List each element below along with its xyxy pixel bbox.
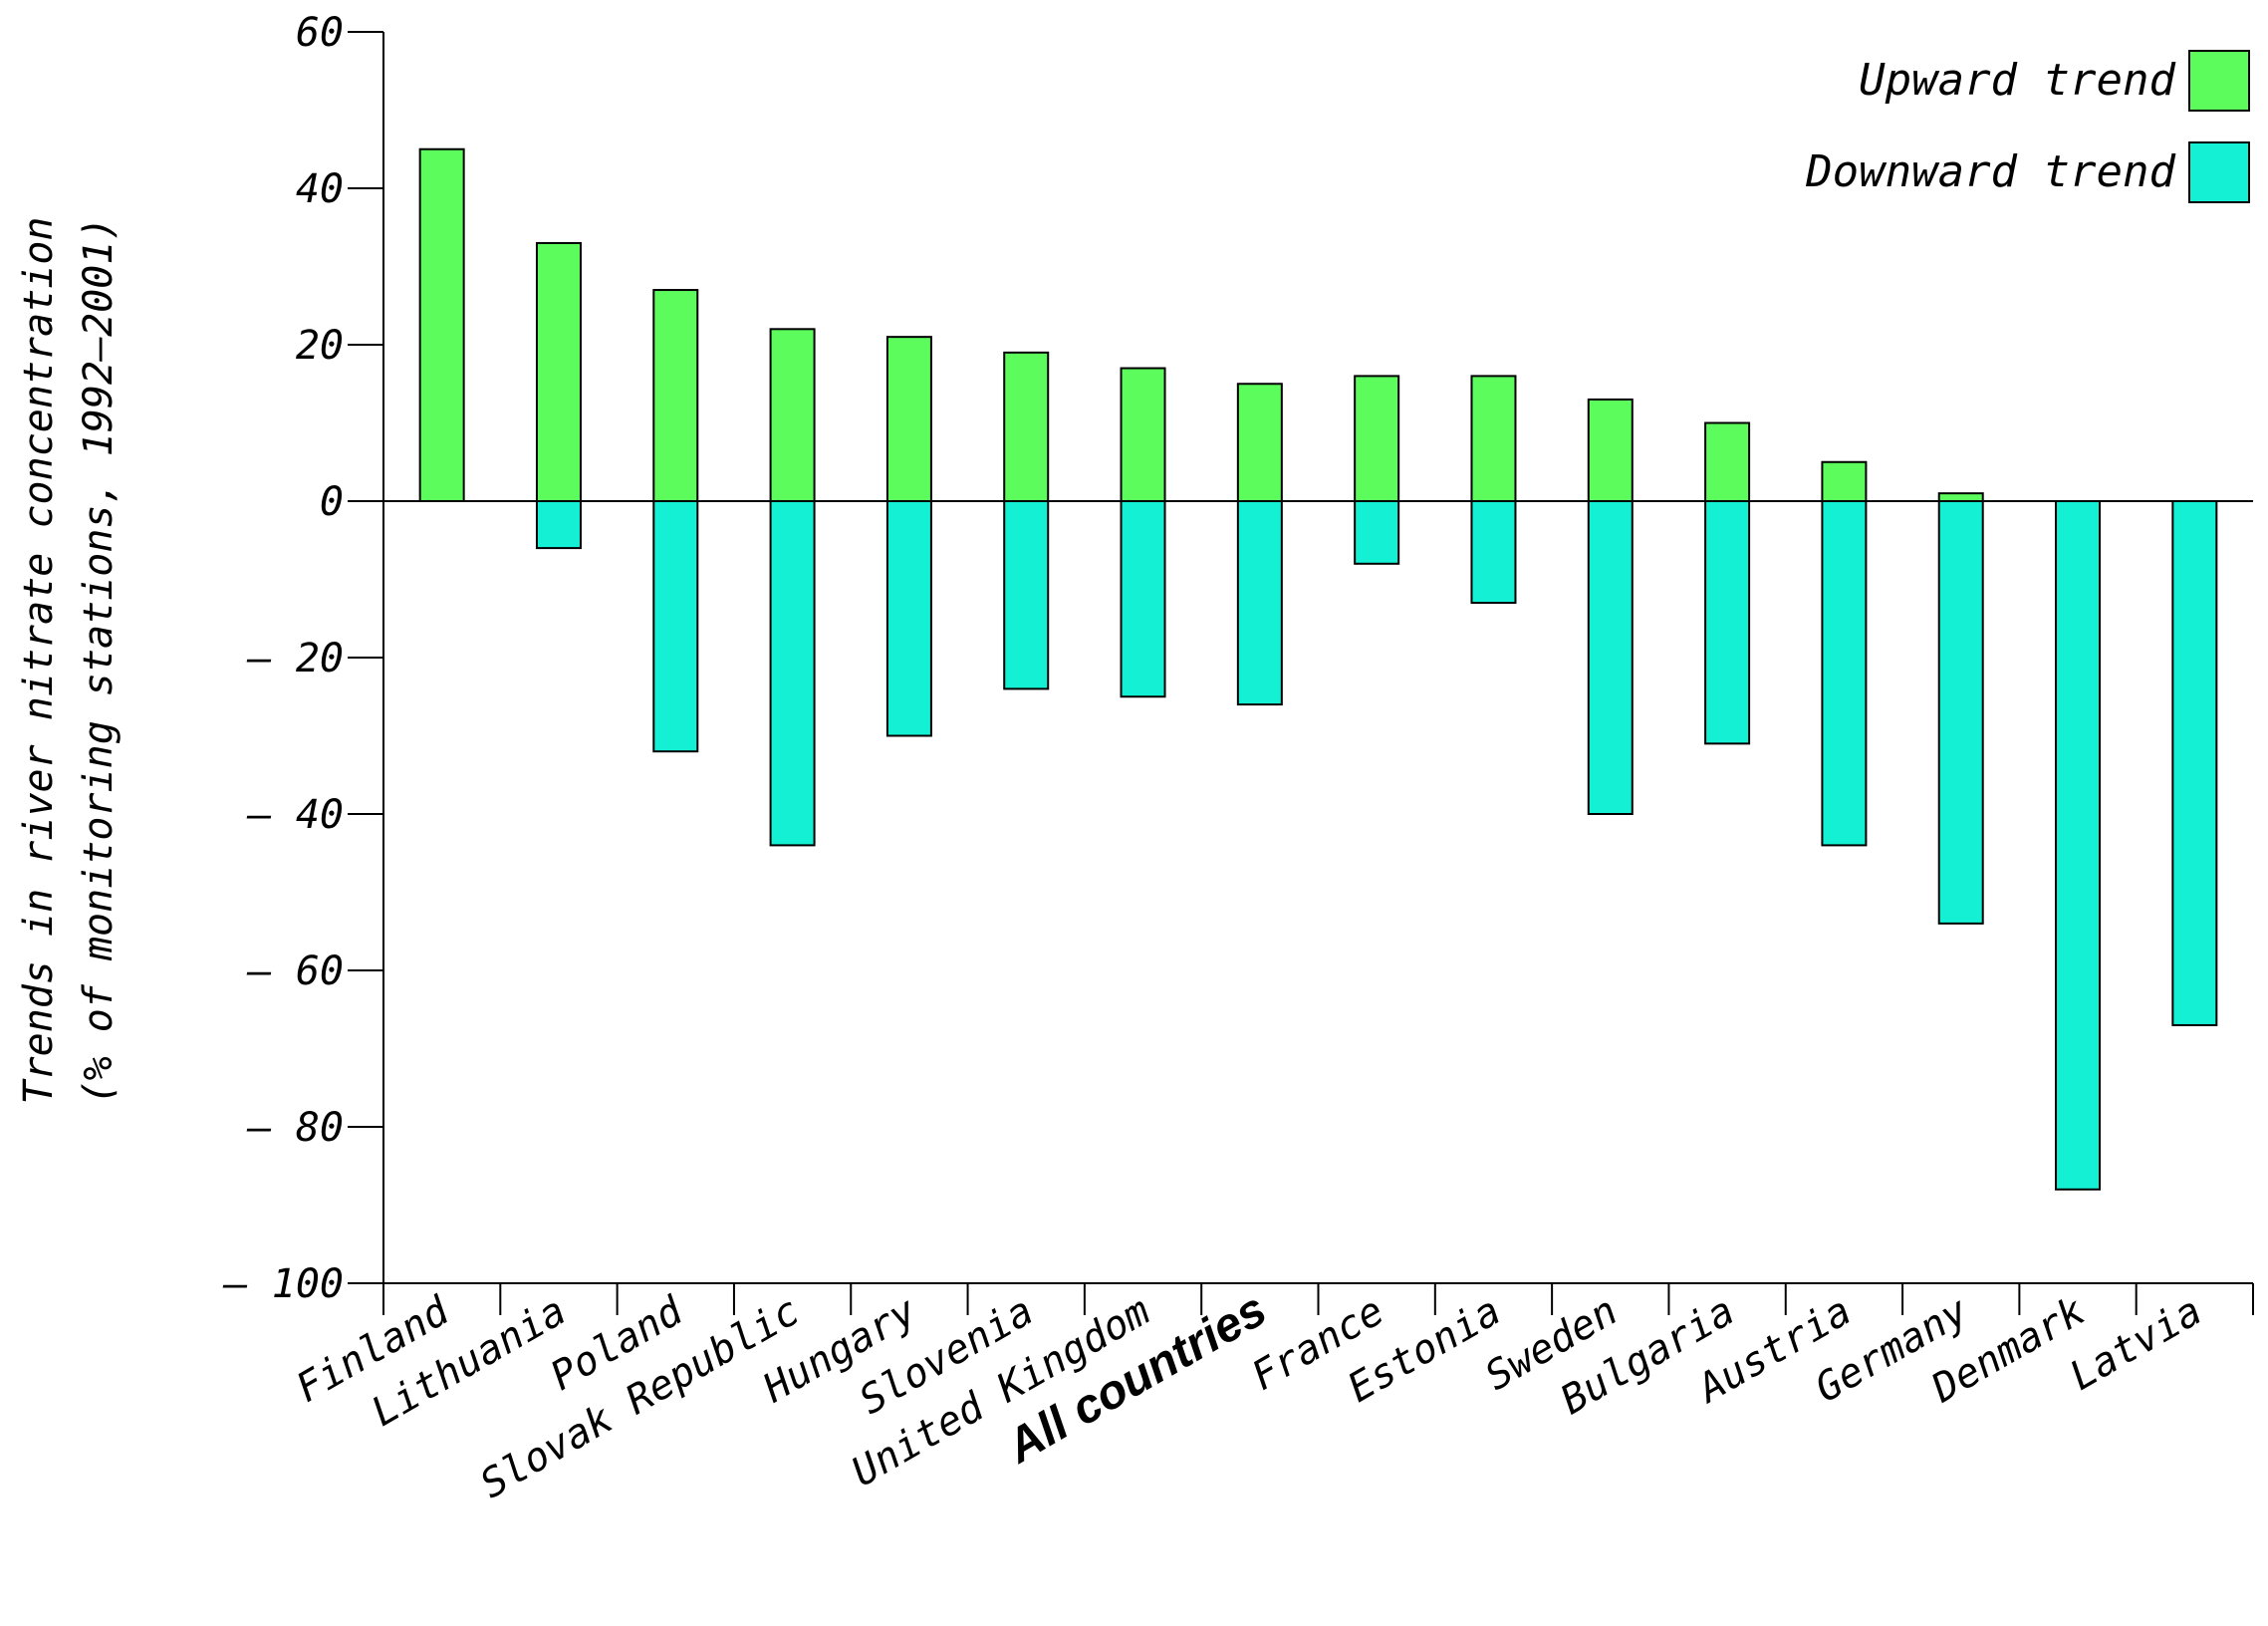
bar-downward-trend <box>1937 500 1984 925</box>
legend-swatch <box>2188 50 2250 112</box>
bar-upward-trend <box>1587 398 1634 503</box>
bar-upward-trend <box>535 241 582 502</box>
legend-label: Downward trend <box>1805 146 2175 197</box>
y-tick-label: 0 <box>320 479 344 525</box>
bar-downward-trend <box>1354 500 1400 565</box>
bar-upward-trend <box>1354 375 1400 502</box>
legend: Upward trend Downward trend <box>1805 50 2250 203</box>
bar-downward-trend <box>1236 500 1283 706</box>
bar-downward-trend <box>1120 500 1166 698</box>
y-axis-title: Trends in river nitrate concentration (%… <box>16 216 122 1104</box>
bar-upward-trend <box>1236 383 1283 502</box>
y-tick-label: 20 <box>296 323 344 369</box>
bar-downward-trend <box>885 500 932 737</box>
bar-downward-trend <box>1587 500 1634 815</box>
bar-downward-trend <box>1704 500 1751 745</box>
bar-upward-trend <box>1704 421 1751 502</box>
bar-downward-trend <box>652 500 699 753</box>
bar-upward-trend <box>418 147 465 502</box>
bar-downward-trend <box>535 500 582 550</box>
y-tick-label: – 60 <box>247 948 344 994</box>
bar-downward-trend <box>769 500 816 847</box>
bar-upward-trend <box>769 328 816 502</box>
y-tick-label: – 40 <box>247 792 344 838</box>
legend-label: Upward trend <box>1859 55 2175 106</box>
bar-upward-trend <box>1003 351 1050 502</box>
y-axis: 60 40 20 0 – 20 – 40 – 60 – 80 – 100 <box>223 10 384 1307</box>
y-tick-label: 40 <box>296 166 344 212</box>
y-tick-label: 60 <box>296 10 344 56</box>
bar-downward-trend <box>2055 500 2102 1191</box>
bar-downward-trend <box>1470 500 1517 605</box>
bar-upward-trend <box>1120 367 1166 502</box>
bar-upward-trend <box>1937 492 1984 502</box>
y-tick-label: – 80 <box>247 1105 344 1151</box>
y-axis-title-line-1: Trends in river nitrate concentration <box>16 216 62 1104</box>
y-tick-label: – 100 <box>223 1261 344 1307</box>
y-axis-title-line-2: (% of monitoring stations, 1992–2001) <box>76 216 122 1104</box>
bar-upward-trend <box>1821 460 1868 502</box>
bar-upward-trend <box>1470 375 1517 502</box>
bar-upward-trend <box>885 336 932 502</box>
bars <box>418 147 2218 1191</box>
bar-downward-trend <box>1003 500 1050 690</box>
bar-downward-trend <box>2171 500 2218 1026</box>
bar-upward-trend <box>652 289 699 502</box>
bar-downward-trend <box>1821 500 1868 847</box>
y-tick-label: – 20 <box>247 636 344 681</box>
legend-swatch <box>2188 141 2250 203</box>
